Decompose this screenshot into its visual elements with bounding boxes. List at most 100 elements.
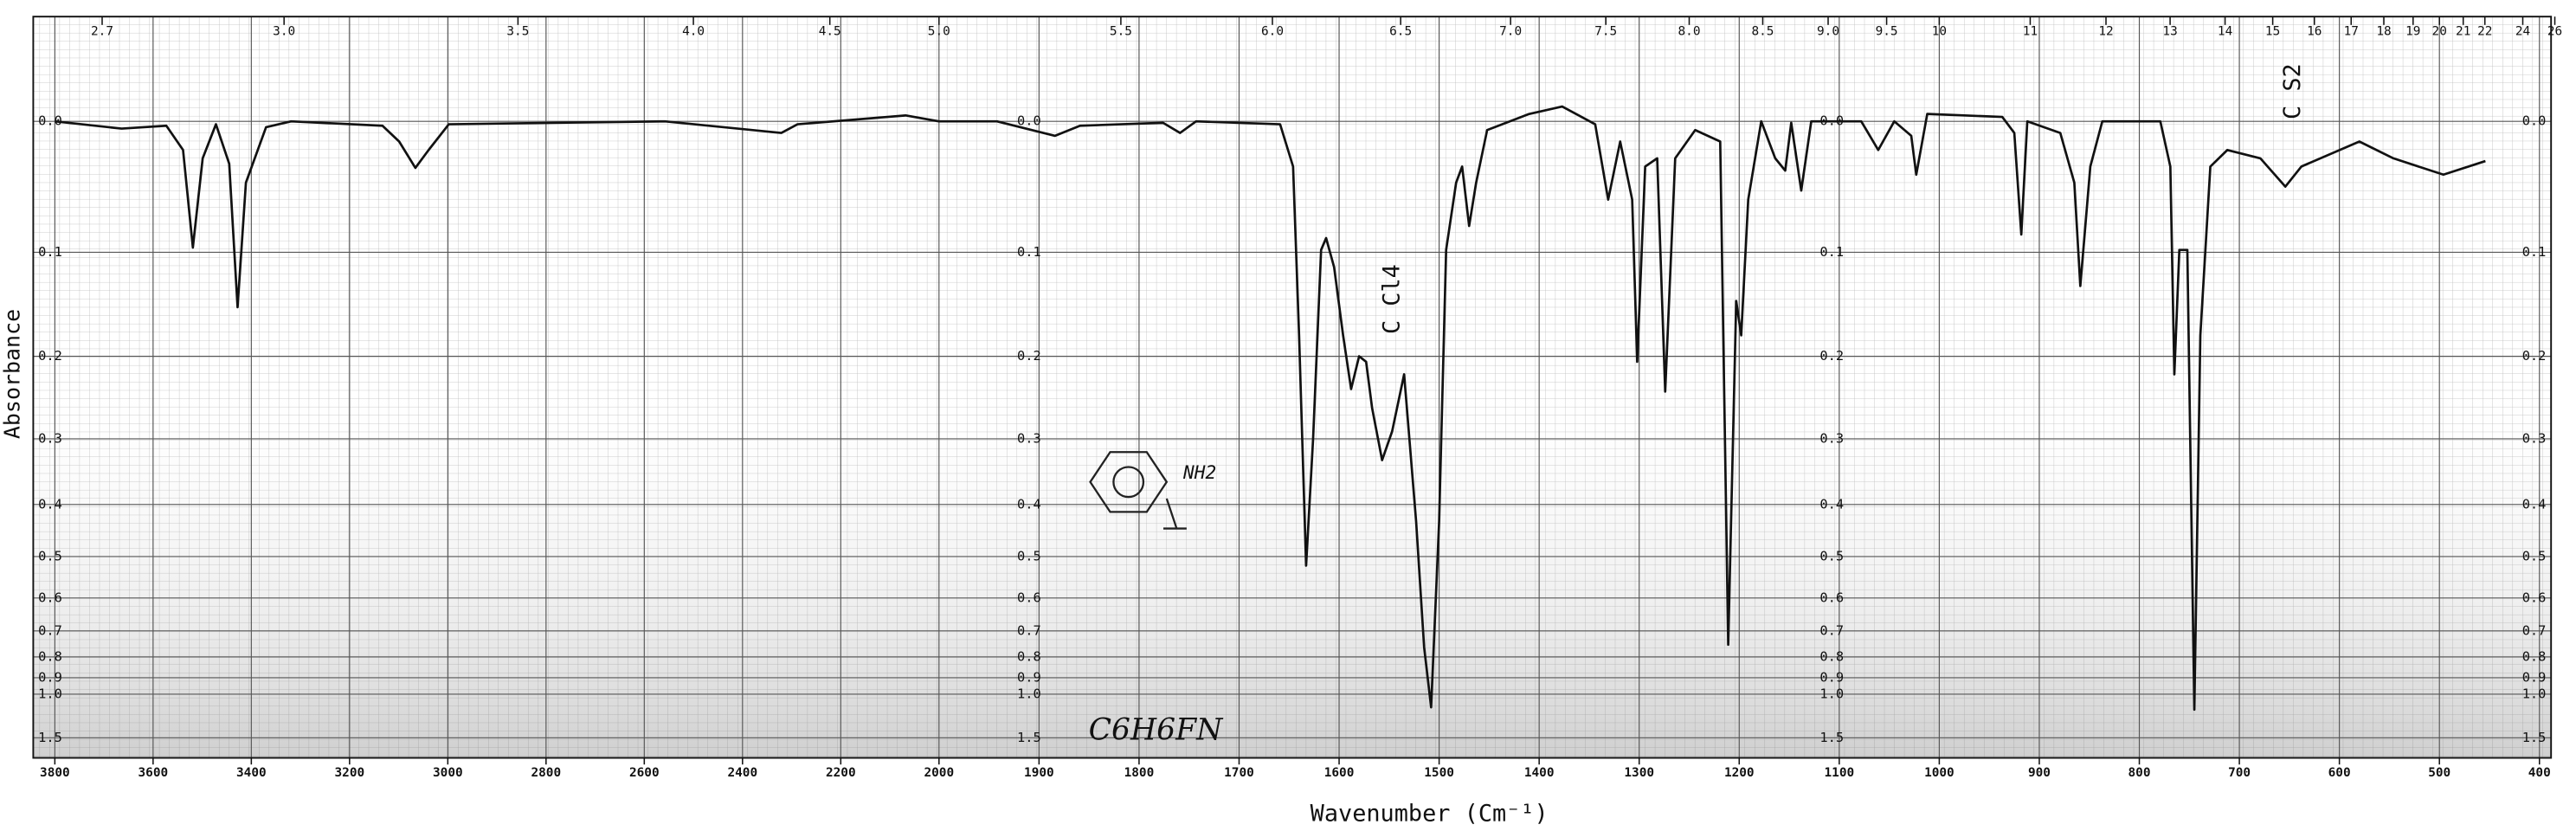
- x-tick-label: 1900: [1024, 766, 1054, 780]
- top-tick-label: 4.0: [682, 24, 705, 38]
- y-tick-label-mid: 1.5: [1017, 730, 1041, 745]
- y-tick-label-mid: 0.2: [1819, 348, 1844, 364]
- x-tick-label: 2200: [826, 766, 856, 780]
- top-tick-label: 22: [2477, 24, 2492, 38]
- top-tick-label: 17: [2344, 24, 2359, 38]
- y-tick-label: 0.9: [38, 669, 62, 685]
- y-tick-label-right: 0.4: [2522, 496, 2547, 512]
- top-tick-label: 16: [2307, 24, 2322, 38]
- top-tick-label: 26: [2547, 24, 2562, 38]
- y-tick-label-right: 0.8: [2522, 648, 2547, 664]
- y-tick-label-mid: 0.9: [1819, 669, 1844, 685]
- y-tick-label-right: 0.7: [2522, 622, 2547, 638]
- top-tick-label: 6.0: [1261, 24, 1284, 38]
- x-tick-label: 1800: [1124, 766, 1155, 780]
- x-tick-label: 3000: [433, 766, 463, 780]
- y-tick-label-right: 0.0: [2522, 113, 2547, 129]
- x-tick-label: 900: [2028, 766, 2051, 780]
- spectrum-line: [55, 105, 2486, 712]
- top-tick-label: 7.5: [1594, 24, 1617, 38]
- y-tick-label: 0.2: [38, 348, 62, 364]
- top-tick-label: 18: [2376, 24, 2391, 38]
- top-tick-label: 15: [2265, 24, 2280, 38]
- top-tick-label: 21: [2456, 24, 2470, 38]
- y-tick-label-mid: 0.9: [1017, 669, 1041, 685]
- y-tick-label-right: 1.5: [2522, 730, 2547, 745]
- x-tick-label: 1200: [1724, 766, 1755, 780]
- y-tick-label-right: 0.6: [2522, 589, 2547, 605]
- top-tick-label: 12: [2098, 24, 2113, 38]
- y-tick-label: 0.8: [38, 648, 62, 664]
- y-tick-label-mid: 0.1: [1017, 244, 1041, 260]
- y-tick-label-mid: 0.1: [1819, 244, 1844, 260]
- x-tick-label: 2800: [531, 766, 561, 780]
- y-tick-label: 1.5: [38, 730, 62, 745]
- y-tick-label: 0.7: [38, 622, 62, 638]
- top-tick-label: 20: [2432, 24, 2447, 38]
- x-tick-label: 1600: [1324, 766, 1355, 780]
- top-tick-label: 9.0: [1817, 24, 1839, 38]
- y-tick-label-right: 0.5: [2522, 548, 2547, 564]
- top-tick-label: 3.0: [273, 24, 295, 38]
- x-tick-label: 1500: [1424, 766, 1454, 780]
- x-tick-label: 1000: [1924, 766, 1955, 780]
- top-tick-label: 9.5: [1876, 24, 1898, 38]
- top-tick-label: 19: [2405, 24, 2420, 38]
- top-tick-label: 6.5: [1389, 24, 1412, 38]
- x-tick-label: 1100: [1825, 766, 1855, 780]
- y-tick-label-mid: 1.0: [1819, 686, 1844, 701]
- top-tick-label: 10: [1932, 24, 1947, 38]
- x-tick-label: 500: [2428, 766, 2450, 780]
- y-tick-label-mid: 0.5: [1819, 548, 1844, 564]
- y-tick-label-mid: 0.4: [1819, 496, 1844, 512]
- annotation: C6H6FN: [1089, 712, 1224, 747]
- x-tick-label: 1700: [1224, 766, 1254, 780]
- x-tick-label: 3400: [236, 766, 267, 780]
- y-tick-label-mid: 0.6: [1017, 589, 1041, 605]
- top-tick-label: 2.7: [91, 24, 113, 38]
- top-tick-label: 8.5: [1751, 24, 1774, 38]
- y-tick-label-mid: 0.8: [1017, 648, 1041, 664]
- top-tick-label: 8.0: [1678, 24, 1701, 38]
- top-tick-label: 3.5: [506, 24, 529, 38]
- y-tick-label-mid: 0.5: [1017, 548, 1041, 564]
- grid-layer: [33, 16, 2552, 758]
- top-tick-label: 5.0: [928, 24, 950, 38]
- top-tick-label: 4.5: [819, 24, 841, 38]
- x-tick-label: 2400: [727, 766, 757, 780]
- x-tick-label: 2600: [629, 766, 660, 780]
- top-tick-label: 24: [2515, 24, 2530, 38]
- y-tick-label-mid: 1.0: [1017, 686, 1041, 701]
- x-tick-label: 1300: [1624, 766, 1654, 780]
- y-tick-label-right: 0.2: [2522, 348, 2547, 364]
- y-tick-label-right: 0.1: [2522, 244, 2547, 260]
- y-tick-label-right: 1.0: [2522, 686, 2547, 701]
- y-tick-label: 0.5: [38, 548, 62, 564]
- x-tick-label: 1400: [1524, 766, 1555, 780]
- x-tick-label: 3800: [40, 766, 70, 780]
- y-tick-label: 0.4: [38, 496, 62, 512]
- y-tick-label-mid: 0.3: [1819, 430, 1844, 446]
- x-axis-title: Wavenumber (Cm⁻¹): [1311, 800, 1549, 827]
- y-tick-label-mid: 0.0: [1017, 113, 1041, 129]
- plot-frame: [32, 16, 2553, 759]
- top-tick-label: 14: [2218, 24, 2232, 38]
- x-tick-label: 3200: [335, 766, 365, 780]
- y-tick-label-mid: 0.7: [1819, 622, 1844, 638]
- y-tick-label-mid: 0.4: [1017, 496, 1041, 512]
- y-tick-label-mid: 0.8: [1819, 648, 1844, 664]
- y-tick-label-mid: 0.7: [1017, 622, 1041, 638]
- y-tick-label: 0.1: [38, 244, 62, 260]
- x-tick-label: 700: [2228, 766, 2251, 780]
- y-tick-label: 0.6: [38, 589, 62, 605]
- y-tick-label: 1.0: [38, 686, 62, 701]
- top-tick-label: 5.5: [1110, 24, 1132, 38]
- annotation: C Cl4: [1378, 264, 1405, 334]
- y-tick-label: 0.3: [38, 430, 62, 446]
- top-tick-label: 7.0: [1499, 24, 1522, 38]
- annotation: C S2: [2279, 63, 2306, 119]
- y-tick-label: 0.0: [38, 113, 62, 129]
- x-tick-label: 3600: [138, 766, 169, 780]
- x-tick-label: 2000: [924, 766, 954, 780]
